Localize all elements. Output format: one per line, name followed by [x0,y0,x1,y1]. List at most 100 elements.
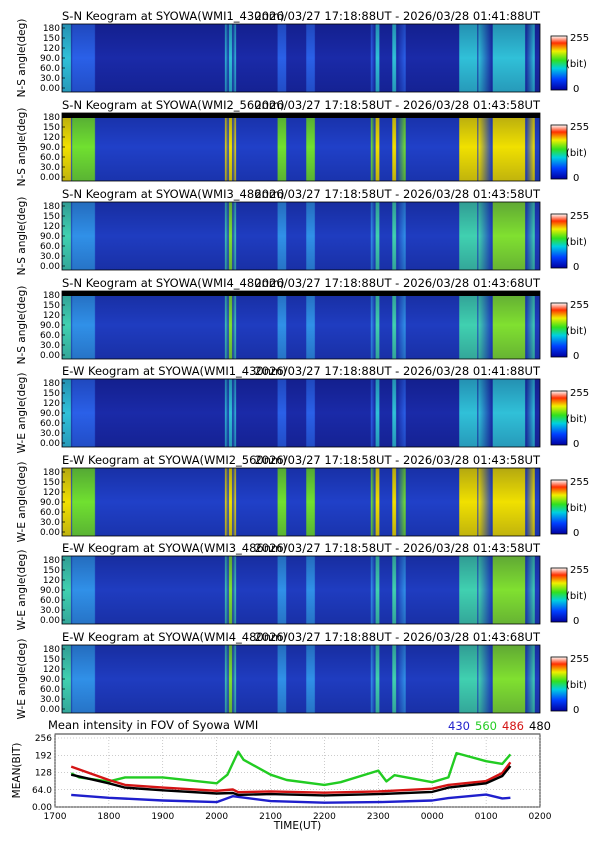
mean-y-tick: 256 [35,734,52,744]
keogram-y-label: N-S angle(deg) [16,108,28,187]
keogram-y-tick: 0.00 [40,439,60,449]
legend-entry: 486 [502,719,524,733]
colorbar-max-label: 255 [570,33,589,44]
keogram-y-tick: 150 [43,34,60,44]
keogram-title: S-N Keogram at SYOWA(WMI2_560nm) [62,98,284,112]
keogram-y-tick: 60.0 [40,331,60,341]
keogram-time-range: 2026/03/27 17:18:58UT - 2026/03/28 01:43… [254,98,540,112]
colorbar-min-label: 0 [573,173,579,184]
colorbar [550,479,568,535]
colorbar-min-label: 0 [573,84,579,95]
keogram-y-tick: 0.00 [40,351,60,361]
keogram-time-range: 2026/03/27 17:18:88UT - 2026/03/28 01:43… [254,630,540,644]
keogram-title: E-W Keogram at SYOWA(WMI1_430nm) [62,364,287,378]
keogram-y-label: N-S angle(deg) [16,19,28,98]
keogram-y-tick: 180 [43,24,60,34]
keogram-y-tick: 120 [43,133,60,143]
keogram-title: E-W Keogram at SYOWA(WMI3_486nm) [62,541,287,555]
keogram-y-tick: 150 [43,389,60,399]
colorbar-unit-label: (bit) [566,591,587,602]
keogram-y-tick: 120 [43,44,60,54]
keogram-y-label: W-E angle(deg) [16,639,28,720]
mean-x-tick: 1800 [97,812,120,822]
keogram-y-tick: 0.00 [40,705,60,715]
mean-plot-title: Mean intensity in FOV of Syowa WMI [48,718,258,732]
legend-entry: 560 [475,719,497,733]
keogram-y-tick: 90.0 [40,586,60,596]
colorbar-unit-label: (bit) [566,326,587,337]
colorbar-max-label: 255 [570,211,589,222]
keogram-y-tick: 30.0 [40,74,60,84]
keogram-y-tick: 120 [43,665,60,675]
keogram-y-tick: 180 [43,291,60,301]
keogram-title: E-W Keogram at SYOWA(WMI4_480nm) [62,630,287,644]
keogram-time-range: 2026/03/27 17:18:88UT - 2026/03/28 01:43… [254,276,540,290]
keogram-time-range: 2026/03/27 17:18:88UT - 2026/03/28 01:41… [254,9,540,23]
keogram-y-tick: 30.0 [40,606,60,616]
keogram-y-tick: 30.0 [40,163,60,173]
mean-series-line [70,765,512,797]
keogram-y-tick: 150 [43,478,60,488]
keogram-y-tick: 30.0 [40,518,60,528]
keogram-y-tick: 60.0 [40,685,60,695]
keogram-y-tick: 120 [43,576,60,586]
keogram-top-mask [62,291,540,296]
mean-x-tick: 0100 [475,812,498,822]
keogram-shading [62,379,540,447]
colorbar [550,390,568,446]
colorbar-max-label: 255 [570,565,589,576]
keogram-y-tick: 180 [43,556,60,566]
keogram-y-tick: 150 [43,655,60,665]
keogram-panel: E-W Keogram at SYOWA(WMI1_430nm)2026/03/… [16,364,589,453]
keogram-y-tick: 150 [43,212,60,222]
keogram-time-range: 2026/03/27 17:18:58UT - 2026/03/28 01:43… [254,541,540,555]
mean-y-tick: 128 [35,769,52,779]
legend-entry: 430 [448,719,470,733]
mean-y-tick: 64.0 [32,786,52,796]
keogram-y-tick: 0.00 [40,616,60,626]
keogram-shading [62,202,540,270]
keogram-time-range: 2026/03/27 17:18:88UT - 2026/03/28 01:41… [254,364,540,378]
keogram-y-tick: 30.0 [40,252,60,262]
colorbar-min-label: 0 [573,616,579,627]
colorbar [550,302,568,358]
keogram-y-tick: 120 [43,311,60,321]
keogram-panel: S-N Keogram at SYOWA(WMI3_486nm)2026/03/… [16,187,589,275]
keogram-y-tick: 60.0 [40,596,60,606]
keogram-y-tick: 180 [43,379,60,389]
keogram-title: S-N Keogram at SYOWA(WMI3_486nm) [62,187,284,201]
keogram-shading [62,24,540,92]
colorbar-max-label: 255 [570,122,589,133]
keogram-y-tick: 60.0 [40,508,60,518]
colorbar-max-label: 255 [570,477,589,488]
keogram-y-tick: 0.00 [40,262,60,272]
mean-x-tick: 2200 [313,812,336,822]
keogram-y-tick: 90.0 [40,675,60,685]
colorbar-max-label: 255 [570,388,589,399]
mean-x-tick: 0200 [529,812,552,822]
keogram-title: S-N Keogram at SYOWA(WMI4_480nm) [62,276,284,290]
keogram-y-tick: 60.0 [40,153,60,163]
keogram-y-tick: 120 [43,222,60,232]
mean-x-tick: 1700 [44,812,67,822]
legend-entry: 480 [529,719,551,733]
keogram-y-tick: 60.0 [40,64,60,74]
mean-x-tick: 0000 [421,812,444,822]
keogram-shading [62,291,540,359]
colorbar [550,656,568,712]
keogram-y-tick: 90.0 [40,498,60,508]
keogram-y-tick: 60.0 [40,242,60,252]
keogram-y-tick: 90.0 [40,54,60,64]
keogram-panel: S-N Keogram at SYOWA(WMI4_480nm)2026/03/… [16,276,589,364]
mean-x-label: TIME(UT) [273,820,322,832]
mean-x-tick: 2000 [205,812,228,822]
keogram-y-tick: 0.00 [40,84,60,94]
keogram-shading [62,113,540,181]
keogram-shading [62,468,540,536]
keogram-y-label: N-S angle(deg) [16,197,28,276]
keogram-panel: E-W Keogram at SYOWA(WMI3_486nm)2026/03/… [16,541,589,630]
colorbar-min-label: 0 [573,262,579,273]
keogram-y-label: W-E angle(deg) [16,550,28,631]
keogram-y-tick: 30.0 [40,429,60,439]
